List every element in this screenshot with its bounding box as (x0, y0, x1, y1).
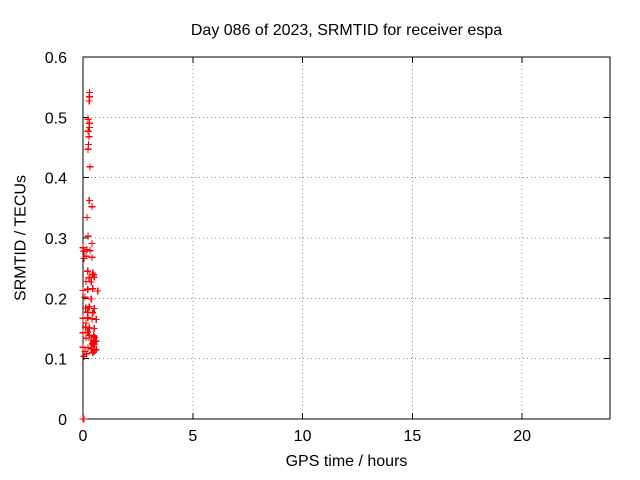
plot-border (82, 56, 611, 420)
y-tick-label: 0.3 (45, 231, 67, 248)
y-tick-label: 0.4 (45, 171, 67, 188)
y-tick-label: 0 (58, 412, 67, 429)
x-tick-label: 15 (403, 428, 421, 445)
y-tick-label: 0.5 (45, 110, 67, 127)
data-points (79, 89, 102, 423)
x-axis-label: GPS time / hours (285, 453, 408, 470)
y-tick-label: 0.2 (45, 291, 67, 308)
x-tick-label: 0 (79, 428, 88, 445)
y-tick-label: 0.6 (45, 50, 67, 67)
chart-title: Day 086 of 2023, SRMTID for receiver esp… (190, 22, 503, 39)
y-tick-label: 0.1 (45, 352, 67, 369)
x-tick-label: 20 (513, 428, 531, 445)
x-tick-label: 5 (188, 428, 197, 445)
x-tick-label: 10 (294, 428, 312, 445)
